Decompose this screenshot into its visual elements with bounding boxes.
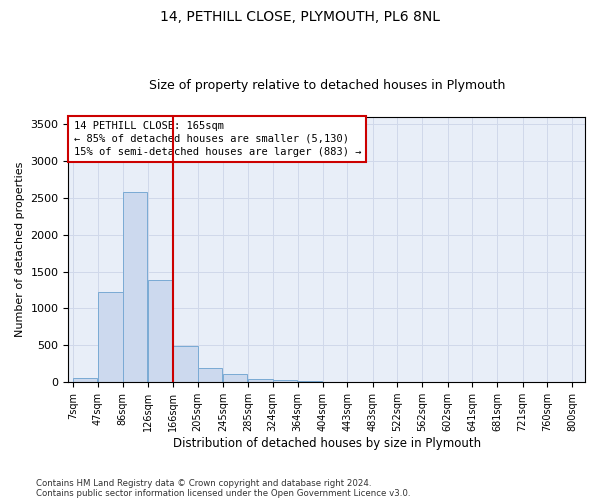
Bar bbox=[73, 378, 97, 382]
Text: 14, PETHILL CLOSE, PLYMOUTH, PL6 8NL: 14, PETHILL CLOSE, PLYMOUTH, PL6 8NL bbox=[160, 10, 440, 24]
Title: Size of property relative to detached houses in Plymouth: Size of property relative to detached ho… bbox=[149, 79, 505, 92]
Bar bbox=[173, 346, 197, 382]
X-axis label: Distribution of detached houses by size in Plymouth: Distribution of detached houses by size … bbox=[173, 437, 481, 450]
Bar bbox=[223, 374, 247, 382]
Bar bbox=[197, 368, 222, 382]
Text: Contains HM Land Registry data © Crown copyright and database right 2024.: Contains HM Land Registry data © Crown c… bbox=[36, 478, 371, 488]
Bar bbox=[248, 378, 272, 382]
Text: 14 PETHILL CLOSE: 165sqm
← 85% of detached houses are smaller (5,130)
15% of sem: 14 PETHILL CLOSE: 165sqm ← 85% of detach… bbox=[74, 121, 361, 157]
Bar bbox=[272, 380, 297, 382]
Bar bbox=[148, 280, 172, 382]
Y-axis label: Number of detached properties: Number of detached properties bbox=[15, 162, 25, 337]
Bar bbox=[98, 292, 122, 382]
Bar bbox=[122, 192, 147, 382]
Text: Contains public sector information licensed under the Open Government Licence v3: Contains public sector information licen… bbox=[36, 488, 410, 498]
